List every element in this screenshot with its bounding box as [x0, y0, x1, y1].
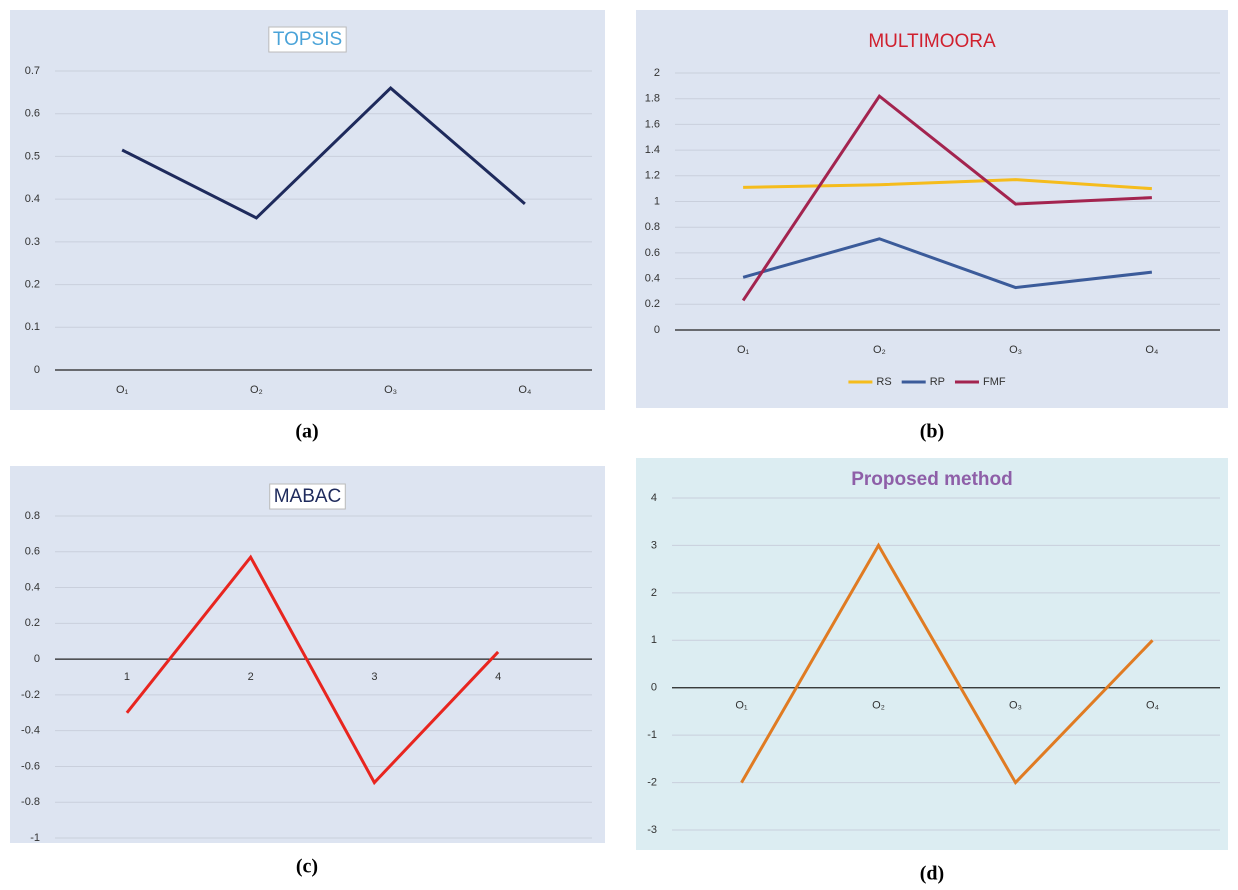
series-line [121, 86, 526, 220]
y-tick-label: 1.4 [645, 144, 660, 156]
chart-title: MULTIMOORA [868, 31, 996, 52]
legend-label: RS [876, 376, 891, 388]
y-tick-label: 2 [651, 587, 657, 599]
x-tick-label: O₄ [1145, 344, 1159, 356]
caption: (c) [296, 856, 318, 878]
y-tick-label: 0.8 [645, 221, 660, 233]
title-box [269, 483, 346, 510]
y-tick-label: 0.4 [645, 273, 660, 285]
series-line [125, 554, 500, 786]
chart-title: TOPSIS [273, 29, 342, 50]
chart-panel: 0 0.2 0.4 0.6 0.8 1 1.2 1.4 1.6 1.8 2 O₁ O₂ O₃ O₄ MULTI… [636, 10, 1228, 408]
series-line [742, 237, 1153, 290]
legend-label: FMF [983, 376, 1006, 388]
legend-label: RP [930, 376, 945, 388]
series-line [740, 542, 1154, 786]
x-tick-label: O₁ [737, 344, 750, 356]
y-tick-label: 0.3 [25, 236, 40, 248]
x-tick-label: 2 [248, 671, 254, 683]
caption: (b) [920, 421, 944, 443]
y-tick-label: -2 [647, 776, 657, 788]
y-tick-label: 0.2 [25, 278, 40, 290]
title-box [268, 26, 347, 53]
y-tick-label: -1 [647, 729, 657, 741]
caption: (a) [295, 421, 318, 443]
y-tick-label: 1.8 [645, 93, 660, 105]
y-tick-label: -0.2 [21, 689, 40, 701]
y-tick-label: -0.8 [21, 796, 40, 808]
x-tick-label: O₃ [1009, 700, 1022, 712]
caption: (d) [920, 863, 944, 885]
y-tick-label: 0.5 [25, 150, 40, 162]
y-tick-label: 0.4 [25, 193, 40, 205]
y-tick-label: 0.2 [645, 298, 660, 310]
legend-item: FMF [954, 376, 1006, 388]
y-tick-label: -0.6 [21, 760, 40, 772]
y-tick-label: 0.4 [25, 581, 40, 593]
legend-item: RP [901, 376, 945, 388]
y-tick-label: -3 [647, 824, 657, 836]
chart-panel: -3 -2 -1 0 1 2 3 4 O₁ O₂ O₃ O₄ Proposed method [636, 458, 1228, 850]
y-tick-label: -1 [30, 832, 40, 844]
y-tick-label: 0 [34, 653, 40, 665]
y-tick-label: 1 [651, 634, 657, 646]
x-tick-label: O₁ [735, 700, 748, 712]
x-tick-label: O₂ [873, 344, 886, 356]
y-tick-label: 0.1 [25, 321, 40, 333]
y-tick-label: 0 [34, 364, 40, 376]
chart-title: Proposed method [851, 469, 1013, 490]
x-tick-label: O₂ [872, 700, 885, 712]
x-tick-label: O₃ [384, 384, 397, 396]
x-tick-label: 4 [495, 671, 501, 683]
x-tick-label: O₁ [116, 384, 129, 396]
panel-background [636, 10, 1228, 408]
chart-panel: -1 -0.8 -0.6 -0.4 -0.2 0 0.2 0.4 0.6 0.8 1 2 3 4 MABAC [10, 466, 605, 844]
y-tick-label: 1.2 [645, 170, 660, 182]
x-tick-label: O₄ [518, 384, 532, 396]
chart-panel: 0 0.1 0.2 0.3 0.4 0.5 0.6 0.7 O₁ O₂ O₃ O₄ TOPSIS [10, 10, 605, 410]
y-tick-label: 1.6 [645, 118, 660, 130]
series-line [743, 178, 1152, 191]
y-tick-label: 0.6 [645, 247, 660, 259]
y-tick-label: -0.4 [21, 725, 40, 737]
x-tick-label: O₂ [250, 384, 263, 396]
y-tick-label: 0.6 [25, 546, 40, 558]
panel-background [10, 466, 605, 843]
legend-item: RS [848, 376, 892, 388]
chart-title: MABAC [274, 486, 342, 507]
x-tick-label: O₃ [1009, 344, 1022, 356]
y-tick-label: 0.6 [25, 108, 40, 120]
x-tick-label: O₄ [1146, 700, 1160, 712]
panel-background [636, 458, 1228, 850]
panel-background [10, 10, 605, 410]
y-tick-label: 0.2 [25, 617, 40, 629]
y-tick-label: 0 [654, 324, 660, 336]
y-tick-label: 0 [651, 682, 657, 694]
y-tick-label: 2 [654, 67, 660, 79]
x-tick-label: 1 [124, 671, 130, 683]
series-line [741, 93, 1152, 302]
y-tick-label: 0.7 [25, 65, 40, 77]
y-tick-label: 0.8 [25, 510, 40, 522]
y-tick-label: 1 [654, 195, 660, 207]
y-tick-label: 3 [651, 539, 657, 551]
y-tick-label: 4 [651, 492, 657, 504]
x-tick-label: 3 [371, 671, 377, 683]
